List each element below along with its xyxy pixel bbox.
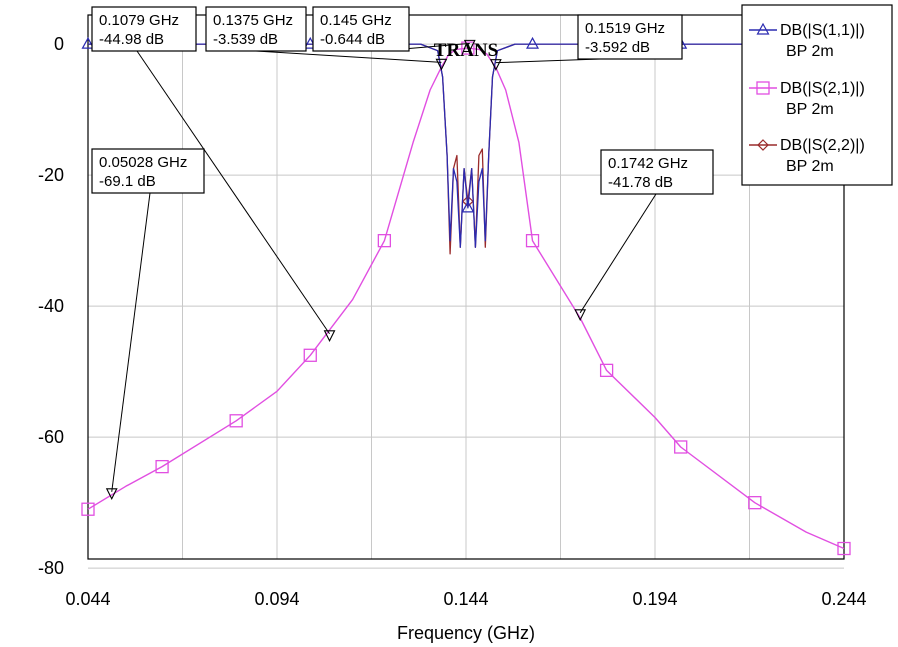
callout-box	[577, 14, 683, 60]
callout-value: -44.98 dB	[99, 31, 164, 48]
callout-leader	[579, 193, 657, 314]
diamond-marker	[757, 139, 769, 151]
x-axis-label: Frequency (GHz)	[397, 623, 535, 643]
axes-layer: 0.044 0.094 0.144 0.194 0.244 0 -20 -40 -60 -80	[38, 34, 867, 609]
callout-pointer	[574, 309, 587, 322]
legend-entry-name: DB(|S(2,2)|)	[780, 137, 865, 154]
square-marker	[461, 41, 475, 55]
callout-frequency: 0.1079 GHz	[99, 12, 179, 29]
series-line	[87, 47, 845, 550]
callout-value: -41.78 dB	[608, 174, 673, 191]
square-marker	[303, 348, 317, 362]
legend-entry-subname: BP 2m	[786, 43, 834, 60]
x-tick-label: 0.144	[443, 589, 488, 609]
callout-leader	[255, 50, 442, 63]
y-tick-label: 0	[54, 34, 64, 54]
callout-value: -0.644 dB	[320, 31, 385, 48]
callout-box	[205, 6, 307, 52]
x-tick-label: 0.244	[821, 589, 866, 609]
callout-frequency: 0.05028 GHz	[99, 154, 187, 171]
triangle-marker	[756, 22, 770, 35]
triangle-marker	[461, 200, 475, 213]
x-tick-label: 0.194	[632, 589, 677, 609]
x-tick-label: 0.094	[254, 589, 299, 609]
series-1	[81, 41, 851, 556]
square-marker	[377, 234, 392, 248]
legend: DB(|S(1,1)|) BP 2m DB(|S(2,1)|) BP 2m DB(|S(…	[741, 4, 893, 186]
callout-pointer	[435, 58, 448, 71]
square-marker	[229, 414, 243, 428]
triangle-marker	[81, 36, 95, 49]
triangle-marker	[526, 36, 540, 49]
callout-value: -69.1 dB	[99, 173, 156, 190]
callout-box	[91, 6, 197, 52]
square-marker	[674, 440, 688, 454]
legend-entry-subname: BP 2m	[786, 158, 834, 175]
callout-leader	[136, 50, 330, 335]
y-tick-label: -60	[38, 427, 64, 447]
x-tick-label: 0.044	[65, 589, 110, 609]
marker-callout: 0.1742 GHz -41.78 dB	[574, 149, 714, 322]
callout-box	[312, 6, 410, 52]
marker-callout: 0.05028 GHz -69.1 dB	[91, 148, 205, 501]
square-marker	[525, 234, 540, 248]
square-marker	[837, 541, 851, 556]
callout-leader	[495, 58, 601, 64]
legend-box	[741, 4, 893, 186]
callout-pointer	[489, 59, 502, 71]
callout-frequency: 0.1519 GHz	[585, 20, 665, 37]
legend-entry-subname: BP 2m	[786, 101, 834, 118]
callout-pointer	[463, 39, 476, 52]
legend-entry-name: DB(|S(1,1)|)	[780, 22, 865, 39]
callout-leader	[111, 192, 151, 492]
callout-value: -3.592 dB	[585, 39, 650, 56]
callout-frequency: 0.1742 GHz	[608, 155, 688, 172]
callout-frequency: 0.1375 GHz	[213, 12, 293, 29]
callout-pointer	[105, 488, 118, 501]
square-marker	[599, 363, 614, 378]
callout-pointer	[323, 330, 336, 343]
square-marker	[155, 459, 169, 474]
square-marker	[756, 81, 770, 95]
legend-entry-name: DB(|S(2,1)|)	[780, 80, 865, 97]
square-marker	[748, 496, 762, 510]
y-tick-label: -40	[38, 296, 64, 316]
marker-callout: 0.1519 GHz -3.592 dB	[489, 14, 683, 71]
marker-callout: 0.1079 GHz -44.98 dB	[91, 6, 336, 343]
callouts-layer: 0.05028 GHz-69.1 dB0.1079 GHz-44.98 dB0.…	[91, 6, 714, 501]
y-tick-label: -20	[38, 165, 64, 185]
plot-frame	[87, 14, 845, 560]
marker-callout: 0.145 GHz -0.644 dB	[312, 6, 476, 52]
callout-value: -3.539 dB	[213, 31, 278, 48]
square-marker	[81, 502, 95, 516]
marker-callout: 0.1375 GHz -3.539 dB	[205, 6, 448, 71]
callout-box	[600, 149, 714, 195]
callout-box	[91, 148, 205, 194]
callout-frequency: 0.145 GHz	[320, 12, 392, 29]
y-tick-label: -80	[38, 558, 64, 578]
